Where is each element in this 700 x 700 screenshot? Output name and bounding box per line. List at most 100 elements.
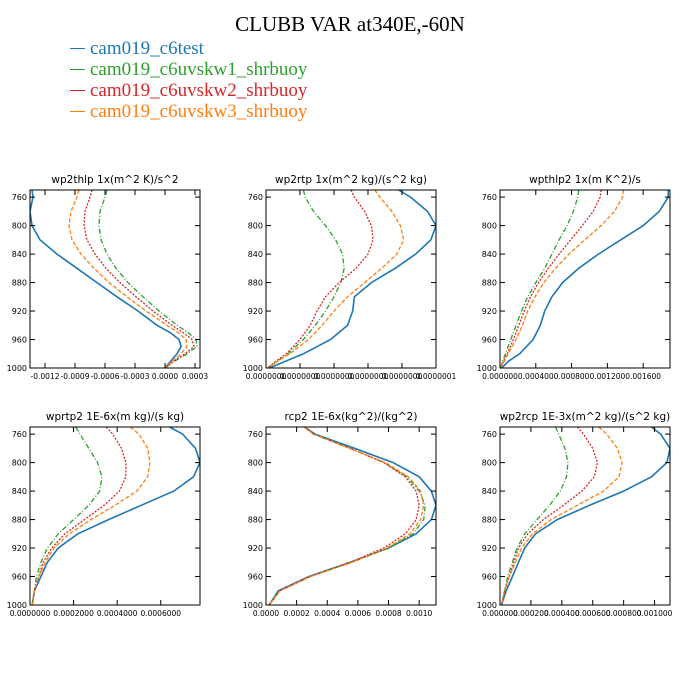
y-tick-label: 840 bbox=[482, 250, 497, 259]
series-line bbox=[267, 190, 374, 368]
plot-frame bbox=[265, 426, 437, 606]
y-tick-label: 920 bbox=[248, 307, 263, 316]
series-line bbox=[268, 427, 436, 605]
x-tick-label: 0.0006 bbox=[345, 609, 371, 618]
y-tick-label: 880 bbox=[482, 279, 497, 288]
y-tick-label: 920 bbox=[482, 544, 497, 553]
series-line bbox=[98, 190, 198, 368]
legend-label: cam019_c6uvskw2_shrbuoy bbox=[90, 80, 308, 101]
x-tick-label: -0.0006 bbox=[91, 372, 120, 381]
legend-line-icon bbox=[70, 69, 85, 70]
x-tick-label: 0.0008 bbox=[375, 609, 401, 618]
plot-frame bbox=[499, 426, 671, 606]
x-tick-label: 0.000800 bbox=[606, 609, 642, 618]
plot-frame bbox=[29, 426, 201, 606]
x-tick-label: -0.0012 bbox=[31, 372, 60, 381]
series-line bbox=[500, 190, 625, 368]
series-line bbox=[83, 190, 195, 368]
y-tick-label: 760 bbox=[482, 430, 497, 439]
y-tick-label: 840 bbox=[248, 250, 263, 259]
x-tick-label: 0.001000 bbox=[637, 609, 673, 618]
x-tick-label: 0.0002 bbox=[284, 609, 310, 618]
x-tick-label: 0.000200 bbox=[513, 609, 549, 618]
x-tick-label: 0.0000000 bbox=[314, 372, 355, 381]
x-tick-label: 0.000400 bbox=[544, 609, 580, 618]
x-tick-label: 0.000000 bbox=[482, 609, 518, 618]
legend-label: cam019_c6uvskw3_shrbuoy bbox=[90, 101, 308, 122]
plot-frame bbox=[265, 189, 437, 369]
panel-title: wp2rcp 1E-3x(m^2 kg)/(s^2 kg) bbox=[500, 411, 671, 423]
x-tick-label: -0.0003 bbox=[121, 372, 150, 381]
y-tick-label: 960 bbox=[12, 336, 27, 345]
y-tick-label: 880 bbox=[482, 516, 497, 525]
y-tick-label: 760 bbox=[12, 193, 27, 202]
y-tick-label: 840 bbox=[248, 487, 263, 496]
x-tick-label: 0.001200 bbox=[589, 372, 625, 381]
y-tick-label: 880 bbox=[12, 516, 27, 525]
y-tick-label: 840 bbox=[12, 250, 27, 259]
x-tick-label: 0.0000000 bbox=[10, 609, 51, 618]
series-line bbox=[267, 190, 405, 368]
y-tick-label: 1000 bbox=[243, 601, 263, 610]
y-tick-label: 920 bbox=[12, 544, 27, 553]
series-line bbox=[501, 190, 670, 368]
series-line bbox=[31, 427, 103, 605]
y-tick-label: 920 bbox=[482, 307, 497, 316]
series-line bbox=[267, 190, 345, 368]
x-tick-label: 0.0000000 bbox=[280, 372, 321, 381]
panel-title: wp2rtp 1x(m^2 kg)/(s^2 kg) bbox=[275, 174, 427, 186]
series-line bbox=[500, 427, 623, 605]
x-tick-label: 0.0000000 bbox=[348, 372, 389, 381]
y-tick-label: 760 bbox=[482, 193, 497, 202]
panel-title: rcp2 1E-6x(kg^2)/(kg^2) bbox=[285, 411, 418, 423]
y-tick-label: 840 bbox=[482, 487, 497, 496]
series-line bbox=[30, 190, 182, 368]
y-tick-label: 800 bbox=[482, 459, 497, 468]
x-tick-label: 0.0000000 bbox=[246, 372, 287, 381]
y-tick-label: 880 bbox=[248, 516, 263, 525]
x-tick-label: 0.0000001 bbox=[416, 372, 457, 381]
y-tick-label: 760 bbox=[12, 430, 27, 439]
panel-title: wpthlp2 1x(m K^2)/s bbox=[529, 174, 641, 186]
chart-panel: wp2rcp 1E-3x(m^2 kg)/(s^2 kg)760 800 840 88… bbox=[477, 411, 673, 618]
y-tick-label: 960 bbox=[248, 573, 263, 582]
series-line bbox=[500, 190, 602, 368]
y-tick-label: 1000 bbox=[7, 364, 27, 373]
x-tick-label: 0.001600 bbox=[625, 372, 661, 381]
y-tick-label: 800 bbox=[482, 222, 497, 231]
chart-panel: wp2rtp 1x(m^2 kg)/(s^2 kg) 760 800 840 880 92… bbox=[243, 174, 457, 381]
x-tick-label: 0.0006000 bbox=[140, 609, 181, 618]
series-line bbox=[268, 427, 420, 605]
legend-line-icon bbox=[70, 48, 85, 49]
x-tick-label: 0.000400 bbox=[518, 372, 554, 381]
series-line bbox=[68, 190, 188, 368]
panel-title: wprtp2 1E-6x(m kg)/(s kg) bbox=[46, 411, 184, 423]
y-tick-label: 960 bbox=[248, 336, 263, 345]
legend-line-icon bbox=[70, 111, 85, 112]
x-tick-label: 0.0003 bbox=[182, 372, 208, 381]
chart-panel: wp2thlp 1x(m^2 K)/s^2 760 800 840 880 920 960 1… bbox=[7, 174, 209, 381]
series-line bbox=[500, 427, 670, 605]
panel-title: wp2thlp 1x(m^2 K)/s^2 bbox=[51, 174, 178, 186]
page-title: CLUBB VAR at340E,-60N bbox=[235, 12, 465, 36]
y-tick-label: 800 bbox=[248, 459, 263, 468]
chart-panel: wprtp2 1E-6x(m kg)/(s kg) 760 800 840 880 920… bbox=[7, 411, 201, 618]
plot-frame bbox=[29, 189, 201, 369]
series-line bbox=[31, 427, 200, 605]
y-tick-label: 880 bbox=[248, 279, 263, 288]
x-tick-label: 0.0000 bbox=[253, 609, 279, 618]
y-tick-label: 840 bbox=[12, 487, 27, 496]
y-tick-label: 960 bbox=[12, 573, 27, 582]
series-line bbox=[500, 427, 599, 605]
legend-label: cam019_c6test bbox=[90, 38, 204, 59]
x-tick-label: 0.0000000 bbox=[382, 372, 423, 381]
series-line bbox=[268, 427, 426, 605]
series-line bbox=[268, 427, 425, 605]
chart-panel: rcp2 1E-6x(kg^2)/(kg^2) 760 800 840 880 920 96… bbox=[243, 411, 437, 618]
y-tick-label: 760 bbox=[248, 430, 263, 439]
y-tick-label: 1000 bbox=[7, 601, 27, 610]
x-tick-label: 0.0004 bbox=[314, 609, 340, 618]
x-tick-label: 0.0010 bbox=[406, 609, 432, 618]
y-tick-label: 800 bbox=[12, 459, 27, 468]
